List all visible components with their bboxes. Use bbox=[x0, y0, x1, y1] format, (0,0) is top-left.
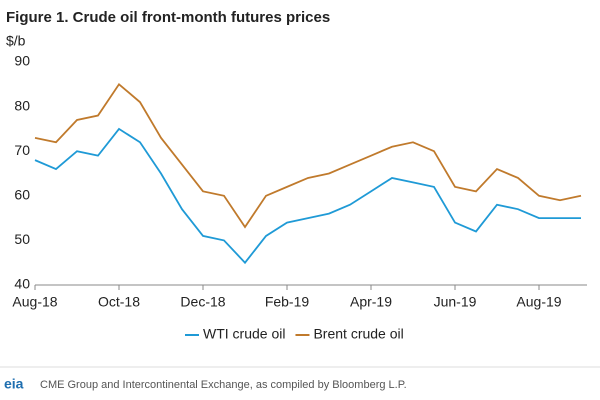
y-tick-label: 50 bbox=[14, 231, 30, 247]
y-tick-label: 40 bbox=[14, 276, 30, 292]
y-axis-label: $/b bbox=[6, 33, 26, 49]
legend-label: WTI crude oil bbox=[203, 326, 285, 342]
line-series bbox=[34, 82, 582, 229]
y-tick-label: 80 bbox=[14, 97, 30, 113]
legend-label: Brent crude oil bbox=[313, 326, 403, 342]
y-tick-label: 70 bbox=[14, 142, 30, 158]
x-tick-label: Aug-18 bbox=[12, 294, 57, 310]
x-tick-label: Oct-18 bbox=[98, 294, 140, 310]
y-tick-label: 60 bbox=[14, 187, 30, 203]
source-note: CME Group and Intercontinental Exchange,… bbox=[40, 379, 407, 391]
x-tick-label: Apr-19 bbox=[350, 294, 392, 310]
line-series bbox=[34, 127, 581, 265]
chart-title: Figure 1. Crude oil front-month futures … bbox=[6, 9, 330, 26]
x-tick-label: Jun-19 bbox=[434, 294, 477, 310]
x-tick-label: Feb-19 bbox=[265, 294, 310, 310]
logo: eia bbox=[4, 376, 24, 392]
y-tick-label: 90 bbox=[14, 53, 30, 69]
x-tick-label: Aug-19 bbox=[516, 294, 561, 310]
x-tick-label: Dec-18 bbox=[180, 294, 225, 310]
